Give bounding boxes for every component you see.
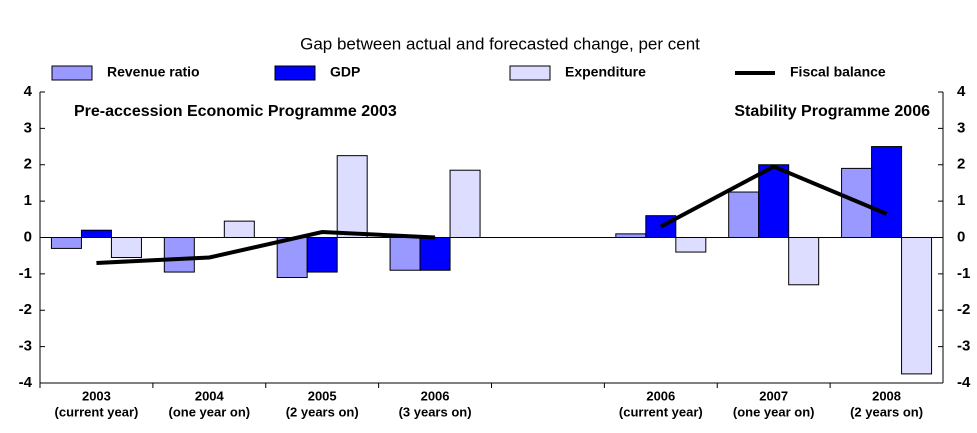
y2-tick-label: 1 bbox=[957, 192, 965, 209]
x-tick-label: 2003 bbox=[82, 388, 111, 403]
y-tick-label: -1 bbox=[19, 265, 32, 282]
x-tick-note: (one year on) bbox=[169, 404, 251, 419]
y-tick-label: -2 bbox=[19, 301, 32, 318]
y-tick-label: -3 bbox=[19, 338, 32, 355]
y-tick-label: 0 bbox=[24, 228, 32, 245]
x-tick-note: (2 years on) bbox=[850, 404, 923, 419]
bar bbox=[276, 237, 308, 279]
x-tick-note: (2 years on) bbox=[286, 404, 359, 419]
bar bbox=[419, 237, 451, 271]
legend-label: Fiscal balance bbox=[790, 64, 886, 80]
bar bbox=[758, 164, 790, 238]
bar bbox=[336, 155, 368, 238]
x-tick-label: 2008 bbox=[872, 388, 901, 403]
y2-tick-label: -3 bbox=[957, 338, 970, 355]
y-tick-label: 3 bbox=[24, 119, 32, 136]
x-tick-label: 2007 bbox=[759, 388, 788, 403]
bar bbox=[728, 191, 760, 238]
y2-tick-label: 4 bbox=[957, 83, 966, 100]
bar bbox=[901, 237, 933, 375]
bar bbox=[306, 237, 338, 273]
legend-label: Expenditure bbox=[565, 64, 646, 80]
x-tick-note: (3 years on) bbox=[399, 404, 472, 419]
y2-tick-label: 2 bbox=[957, 156, 965, 173]
x-tick-label: 2005 bbox=[308, 388, 337, 403]
y-tick-label: 1 bbox=[24, 192, 32, 209]
x-tick-note: (current year) bbox=[619, 404, 703, 419]
x-tick-label: 2004 bbox=[195, 388, 225, 403]
bar bbox=[871, 146, 903, 238]
bar bbox=[110, 237, 142, 259]
y2-tick-label: -2 bbox=[957, 301, 970, 318]
legend-swatch bbox=[509, 65, 551, 81]
line bbox=[96, 164, 888, 265]
bar bbox=[675, 237, 707, 253]
bar bbox=[80, 229, 112, 239]
legend-swatch bbox=[51, 65, 93, 81]
x-tick-note: (current year) bbox=[55, 404, 139, 419]
chart-title: Gap between actual and forecasted change… bbox=[300, 34, 700, 53]
bar bbox=[615, 233, 647, 239]
bar bbox=[50, 237, 82, 249]
y-tick-label: 2 bbox=[24, 156, 32, 173]
legend-swatch bbox=[274, 65, 316, 81]
bar bbox=[223, 220, 255, 239]
x-tick-label: 2006 bbox=[646, 388, 675, 403]
x-tick-label: 2006 bbox=[421, 388, 450, 403]
bar bbox=[163, 237, 195, 273]
y-tick-label: -4 bbox=[19, 374, 33, 391]
bar bbox=[389, 237, 421, 271]
y2-tick-label: -4 bbox=[957, 374, 971, 391]
legend-label: Revenue ratio bbox=[107, 64, 200, 80]
annotation: Stability Programme 2006 bbox=[734, 103, 930, 120]
legend-label: GDP bbox=[330, 64, 360, 80]
y2-tick-label: -1 bbox=[957, 265, 970, 282]
y2-tick-label: 0 bbox=[957, 228, 965, 245]
x-tick-note: (one year on) bbox=[733, 404, 815, 419]
y-tick-label: 4 bbox=[24, 83, 33, 100]
bar bbox=[788, 237, 820, 286]
y2-tick-label: 3 bbox=[957, 119, 965, 136]
bar bbox=[449, 169, 481, 238]
annotation: Pre-accession Economic Programme 2003 bbox=[74, 103, 397, 120]
